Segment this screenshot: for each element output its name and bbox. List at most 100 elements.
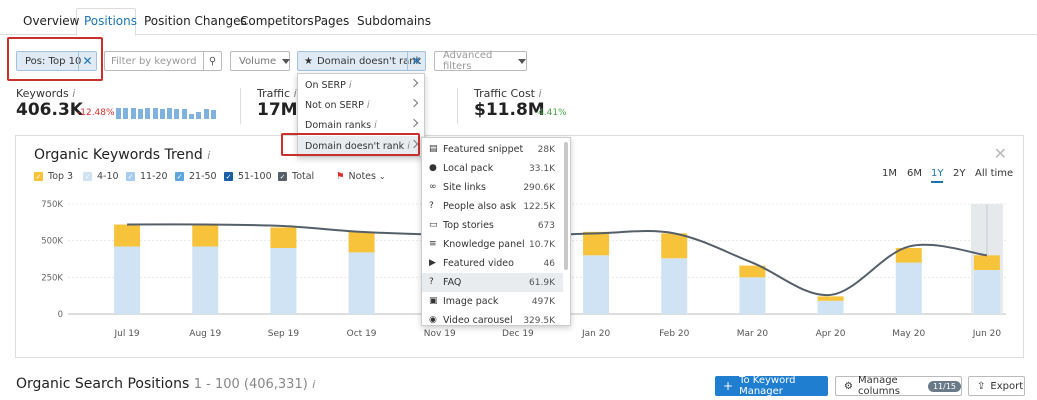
positions-range: 1 - 100 (406,331) <box>193 377 308 392</box>
tab-competitors[interactable]: Competitors <box>240 14 314 28</box>
range-1m[interactable]: 1M <box>882 168 897 179</box>
close-icon[interactable]: ✕ <box>993 144 1007 163</box>
bar-top-3[interactable] <box>348 231 375 253</box>
flag-icon: ⚑ <box>336 171 345 182</box>
tab-positions[interactable]: Positions <box>84 14 137 28</box>
volume-dropdown[interactable]: Volume <box>230 51 291 71</box>
checkbox-icon[interactable]: ✓ <box>83 172 92 181</box>
submenu-item-top-stories[interactable]: ▭ Top stories 673 <box>422 216 563 235</box>
range-all-time[interactable]: All time <box>975 168 1014 179</box>
bar-top-3[interactable] <box>583 231 610 256</box>
export-button[interactable]: ⇪ Export <box>968 376 1025 396</box>
bar-4-10[interactable] <box>817 300 844 314</box>
manage-columns-button[interactable]: ⚙ Manage columns 11/15 <box>835 375 962 397</box>
menu-item-not-on-serp[interactable]: Not on SERP i <box>298 95 424 115</box>
info-icon[interactable]: i <box>312 378 316 391</box>
range-1y[interactable]: 1Y <box>931 168 944 183</box>
bar-top-3[interactable] <box>661 233 688 259</box>
search-icon[interactable]: ⚲ <box>203 52 221 70</box>
range-2y[interactable]: 2Y <box>953 168 966 179</box>
tab-position-changes[interactable]: Position Changes <box>144 14 247 28</box>
info-icon[interactable]: i <box>293 87 297 100</box>
submenu-item-label: Knowledge panel <box>443 239 525 250</box>
sparkline-bar <box>123 108 129 119</box>
info-icon[interactable]: i <box>207 149 211 162</box>
checkbox-icon[interactable]: ✓ <box>34 172 43 181</box>
info-icon[interactable]: i <box>538 87 542 100</box>
total-line <box>127 223 988 296</box>
bar-top-3[interactable] <box>270 227 297 248</box>
menu-item-on-serp[interactable]: On SERP i <box>298 75 424 95</box>
legend-item[interactable]: ✓ Total <box>278 171 314 182</box>
tab-overview[interactable]: Overview <box>23 14 80 28</box>
volume-label: Volume <box>239 55 277 67</box>
info-icon[interactable]: i <box>72 87 76 100</box>
bar-4-10[interactable] <box>348 252 375 314</box>
bar-top-3[interactable] <box>817 296 844 301</box>
x-tick-label: Feb 20 <box>659 329 690 339</box>
submenu-item-video-carousel[interactable]: ◉ Video carousel 329.5K <box>422 311 563 326</box>
submenu-item-count: 10.7K <box>529 239 555 250</box>
legend-item[interactable]: ✓ Top 3 <box>34 171 73 182</box>
stats-divider <box>457 88 458 124</box>
sparkline-bar <box>174 109 180 119</box>
traffic-cost-change: 4.41% <box>538 108 567 118</box>
checkbox-icon[interactable]: ✓ <box>126 172 135 181</box>
submenu-item-site-links[interactable]: ∞ Site links 290.6K <box>422 178 563 197</box>
bar-4-10[interactable] <box>583 255 610 314</box>
sparkline-bar <box>145 108 151 119</box>
checkbox-icon[interactable]: ✓ <box>224 172 233 181</box>
serp-feature-icon: ◉ <box>429 315 437 325</box>
advanced-filters-dropdown[interactable]: Advanced filters <box>434 50 527 72</box>
submenu-item-local-pack[interactable]: ● Local pack 33.1K <box>422 159 563 178</box>
columns-count-badge: 11/15 <box>927 380 961 392</box>
keyword-filter-input[interactable]: Filter by keyword ⚲ <box>104 51 222 71</box>
domain-doesnt-rank-chip[interactable]: ★ Domain doesn't rank ✕ <box>297 51 426 71</box>
submenu-item-count: 673 <box>537 220 555 231</box>
submenu-item-people-also-ask[interactable]: ? People also ask 122.5K <box>422 197 563 216</box>
bar-top-3[interactable] <box>973 255 1000 270</box>
legend-item[interactable]: ✓ 51-100 <box>224 171 272 182</box>
menu-item-domain-doesnt-rank[interactable]: Domain doesn't rank i <box>298 136 424 156</box>
export-icon: ⇪ <box>977 380 986 392</box>
bar-top-3[interactable] <box>114 224 141 247</box>
serp-feature-icon: ▭ <box>429 220 438 230</box>
submenu-item-label: People also ask <box>443 201 517 212</box>
tab-pages[interactable]: Pages <box>314 14 350 28</box>
bar-4-10[interactable] <box>895 262 922 314</box>
menu-item-domain-ranks[interactable]: Domain ranks i <box>298 115 424 135</box>
bar-top-3[interactable] <box>192 224 219 247</box>
submenu-item-label: FAQ <box>443 277 462 288</box>
submenu-item-knowledge-panel[interactable]: ≡ Knowledge panel 10.7K <box>422 235 563 254</box>
legend-item[interactable]: ✓ 11-20 <box>126 171 168 182</box>
legend-label: 11-20 <box>140 171 168 182</box>
legend-item[interactable]: ✓ 21-50 <box>175 171 217 182</box>
submenu-item-faq[interactable]: ? FAQ 61.9K <box>422 273 563 292</box>
bar-4-10[interactable] <box>270 248 297 314</box>
bar-top-3[interactable] <box>739 265 766 278</box>
submenu-item-featured-video[interactable]: ▶ Featured video 46 <box>422 254 563 273</box>
bar-top-3[interactable] <box>895 248 922 263</box>
checkbox-icon[interactable]: ✓ <box>278 172 287 181</box>
pos-filter-chip[interactable]: Pos: Top 10 ✕ <box>16 51 97 71</box>
keyword-manager-button[interactable]: + To Keyword Manager <box>715 375 828 397</box>
submenu-item-label: Top stories <box>443 220 494 231</box>
submenu-item-image-pack[interactable]: ▣ Image pack 497K <box>422 292 563 311</box>
scrollbar[interactable] <box>564 142 568 270</box>
bar-4-10[interactable] <box>114 246 141 314</box>
bar-4-10[interactable] <box>661 258 688 314</box>
remove-domain-filter-icon[interactable]: ✕ <box>407 52 425 70</box>
remove-pos-filter-icon[interactable]: ✕ <box>78 52 96 70</box>
notes-dropdown[interactable]: ⚑ Notes ⌄ <box>336 171 386 182</box>
submenu-item-featured-snippet[interactable]: ▤ Featured snippet 28K <box>422 140 563 159</box>
x-tick-label: Sep 19 <box>268 329 300 339</box>
submenu-item-count: 28K <box>537 144 555 155</box>
range-6m[interactable]: 6M <box>907 168 922 179</box>
tab-subdomains[interactable]: Subdomains <box>357 14 432 28</box>
checkbox-icon[interactable]: ✓ <box>175 172 184 181</box>
bar-4-10[interactable] <box>973 270 1000 314</box>
legend-item[interactable]: ✓ 4-10 <box>83 171 119 182</box>
bar-4-10[interactable] <box>739 277 766 314</box>
bar-4-10[interactable] <box>192 246 219 314</box>
submenu-item-label: Video carousel <box>443 315 513 326</box>
